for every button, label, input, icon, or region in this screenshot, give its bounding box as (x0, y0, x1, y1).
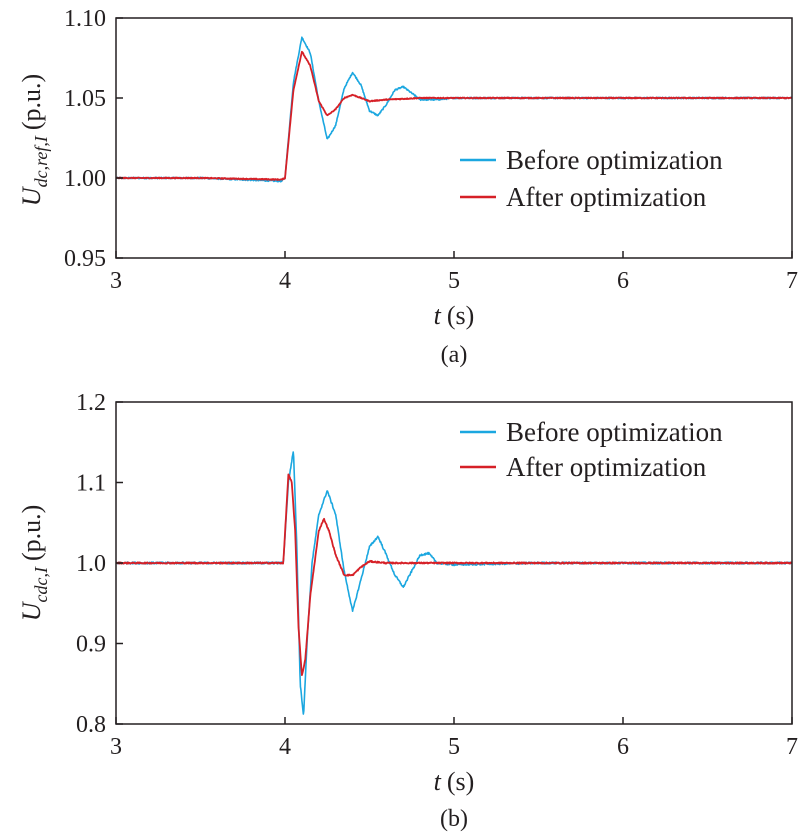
plot-area-a (116, 36, 792, 183)
y-axis-label-a-var: U (17, 185, 46, 206)
y-axis-label-b: Ucdc,I (p.u.) (17, 505, 51, 622)
series-line-b-before (116, 451, 792, 715)
axis-ticks-a: 3 4 5 6 7 0.95 1.00 1.05 1.10 (64, 6, 798, 294)
legend-a-after-label: After optimization (506, 182, 707, 212)
x-axis-label-a-unit: (s) (447, 301, 474, 330)
legend-a: Before optimization After optimization (460, 145, 723, 212)
plot-frame-a (115, 17, 793, 259)
x-tick-label: 5 (448, 734, 460, 760)
chart-panel-b: 3 4 5 6 7 0.8 0.9 1.0 1.1 1.2 Ucdc,I (p.u.) t (s) (… (17, 390, 798, 832)
caption-b: (b) (440, 806, 468, 832)
y-tick-label: 0.95 (64, 246, 106, 272)
caption-a: (a) (441, 342, 468, 368)
y-axis-label-a-unit: (p.u.) (17, 74, 46, 130)
legend-a-before-label: Before optimization (506, 145, 723, 175)
series-line-a-after (116, 50, 792, 181)
legend-b: Before optimization After optimization (460, 417, 723, 482)
y-axis-label-b-sub: cdc,I (31, 566, 51, 602)
x-tick-label: 7 (786, 268, 798, 294)
x-tick-label: 5 (448, 268, 460, 294)
y-tick-label: 0.8 (76, 712, 106, 738)
y-tick-label: 1.00 (64, 166, 106, 192)
y-axis-label-b-unit: (p.u.) (17, 505, 46, 561)
y-axis-label-b-var: U (17, 600, 46, 621)
x-axis-label-a-var: t (434, 301, 442, 330)
x-tick-label: 4 (279, 268, 291, 294)
x-axis-label-b-unit: (s) (447, 767, 474, 796)
y-tick-label: 1.10 (64, 6, 106, 32)
chart-panel-a: 3 4 5 6 70.951.001.051.10 Udc,ref,I(p.u.) t(… (17, 6, 798, 368)
x-tick-label: 7 (786, 734, 798, 760)
x-tick-label: 6 (617, 734, 629, 760)
legend-b-after-label: After optimization (506, 452, 707, 482)
x-axis-label-b-var: t (434, 767, 442, 796)
x-tick-label: 3 (110, 268, 122, 294)
y-tick-label: 1.1 (76, 471, 106, 497)
series-line-b-after (116, 473, 792, 677)
x-tick-label: 3 (110, 734, 122, 760)
x-tick-label: 4 (279, 734, 291, 760)
y-tick-label: 0.9 (76, 632, 106, 658)
x-axis-label-a: t (s) (434, 301, 475, 330)
x-axis-label-b: t (s) (434, 767, 475, 796)
y-tick-label: 1.2 (76, 390, 106, 416)
y-tick-label: 1.0 (76, 551, 106, 577)
y-axis-label-a-sub: dc,ref,I (31, 135, 51, 187)
y-axis-label-a: Udc,ref,I (p.u.) (17, 74, 51, 206)
y-tick-label: 1.05 (64, 86, 106, 112)
axis-ticks-b: 3 4 5 6 7 0.8 0.9 1.0 1.1 1.2 (76, 390, 798, 760)
plot-area-b (116, 451, 792, 715)
x-tick-label: 6 (617, 268, 629, 294)
legend-b-before-label: Before optimization (506, 417, 723, 447)
